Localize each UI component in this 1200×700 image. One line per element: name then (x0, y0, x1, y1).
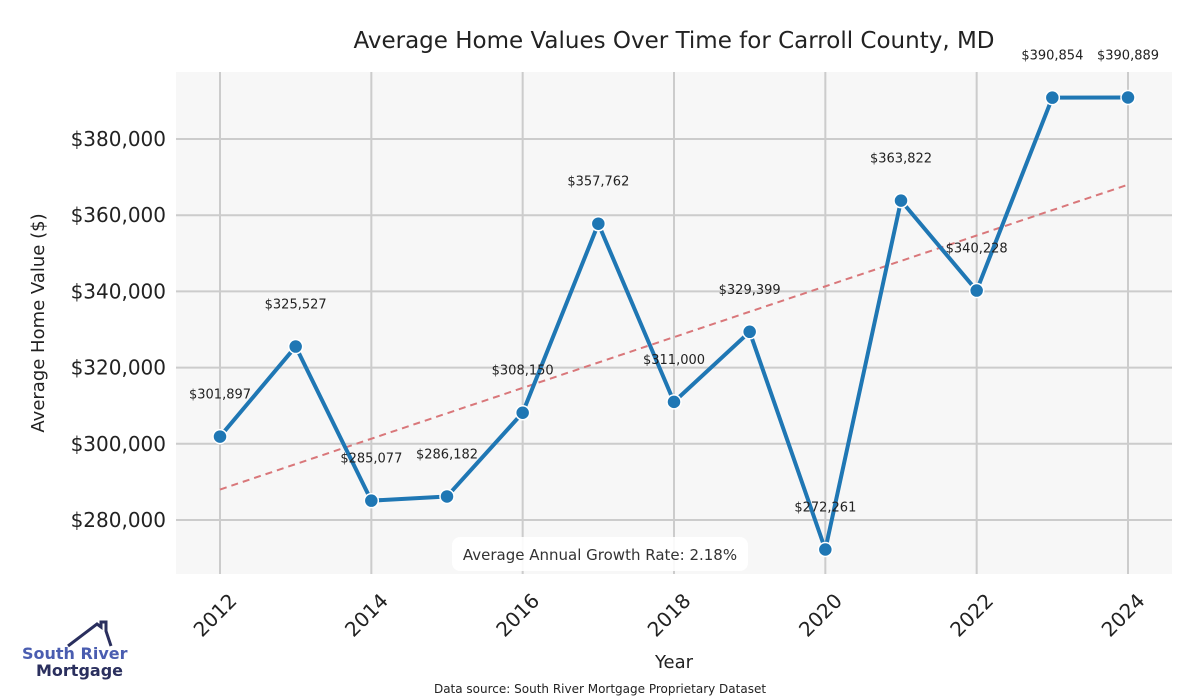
data-label: $301,897 (189, 388, 251, 403)
data-label: $285,077 (340, 452, 402, 467)
y-tick-label: $300,000 (71, 432, 166, 456)
x-tick-label: 2014 (340, 589, 393, 642)
y-tick-label: $340,000 (71, 279, 166, 303)
data-point (893, 192, 909, 209)
data-point (590, 215, 607, 232)
y-tick-label: $380,000 (71, 127, 166, 151)
data-point (514, 404, 531, 421)
y-axis-label: Average Home Value ($) (28, 213, 49, 432)
company-logo: South River Mortgage (22, 620, 128, 680)
data-source: Data source: South River Mortgage Propri… (434, 682, 766, 696)
house-icon (67, 620, 113, 648)
data-point (1120, 89, 1136, 106)
trend-line (219, 183, 1129, 491)
data-label: $363,822 (870, 152, 932, 167)
y-tick-label: $320,000 (71, 356, 166, 380)
logo-line2: Mortgage (36, 661, 123, 680)
y-tick-label: $360,000 (71, 203, 166, 227)
data-point (1044, 89, 1061, 106)
data-label: $311,000 (643, 353, 705, 368)
logo-line1: South River (22, 644, 128, 663)
chart-title: Average Home Values Over Time for Carrol… (353, 28, 994, 54)
data-point (287, 338, 304, 355)
annotation-box (452, 537, 748, 571)
data-point (363, 492, 380, 509)
x-tick-label: 2012 (189, 589, 242, 642)
x-tick-label: 2016 (491, 589, 544, 642)
data-point (439, 488, 455, 505)
data-label: $329,399 (719, 283, 781, 298)
data-label: $340,228 (946, 242, 1008, 257)
growth-rate-annotation: Average Annual Growth Rate: 2.18% (463, 546, 737, 564)
data-label: $286,182 (416, 447, 478, 462)
data-label: $390,889 (1097, 49, 1159, 64)
x-tick-label: 2022 (945, 589, 998, 642)
x-tick-label: 2024 (1097, 589, 1150, 642)
data-point (741, 324, 758, 340)
data-label: $308,150 (492, 364, 554, 379)
data-label: $272,261 (794, 500, 856, 515)
data-label: $390,854 (1021, 49, 1083, 64)
data-label: $325,527 (265, 298, 327, 313)
data-label: $357,762 (567, 175, 629, 190)
x-tick-label: 2018 (643, 589, 696, 642)
data-point (666, 394, 682, 410)
data-point (968, 282, 985, 299)
x-tick-label: 2020 (794, 589, 847, 642)
data-point (817, 541, 834, 558)
y-tick-label: $280,000 (71, 508, 166, 532)
data-point (212, 428, 228, 445)
x-axis-label: Year (654, 652, 694, 673)
